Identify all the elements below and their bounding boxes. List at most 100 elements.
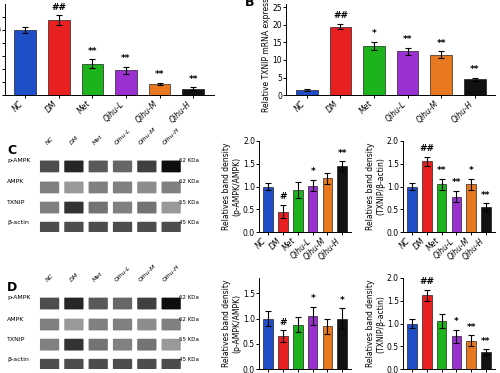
Bar [296,90,318,95]
Text: *: * [340,296,344,305]
FancyBboxPatch shape [64,359,84,371]
Text: TXNIP: TXNIP [7,200,26,204]
Text: p-AMPK: p-AMPK [7,159,30,163]
Bar [14,30,36,95]
FancyBboxPatch shape [88,298,108,310]
Bar [436,321,446,369]
Text: **: ** [470,65,480,74]
Text: 62 KDa: 62 KDa [180,317,200,322]
Text: **: ** [403,35,412,44]
Text: B: B [245,0,254,9]
Text: 62 KDa: 62 KDa [180,179,200,184]
Bar [466,341,476,369]
FancyBboxPatch shape [64,202,84,213]
Bar [322,326,332,369]
Text: β-actin: β-actin [7,220,29,225]
Text: β-actin: β-actin [7,357,29,362]
Bar [278,211,288,232]
Bar [481,352,491,369]
Text: ##: ## [333,11,348,20]
FancyBboxPatch shape [162,339,181,351]
Text: Qihu-L: Qihu-L [114,128,132,145]
FancyBboxPatch shape [88,359,108,371]
FancyBboxPatch shape [137,359,156,371]
Bar [452,197,461,232]
FancyBboxPatch shape [40,339,59,351]
Text: TXNIP: TXNIP [7,336,26,342]
FancyBboxPatch shape [162,182,181,193]
FancyBboxPatch shape [40,182,59,193]
Text: Met: Met [92,134,104,145]
FancyBboxPatch shape [162,298,181,310]
Text: **: ** [188,75,198,84]
FancyBboxPatch shape [113,339,132,351]
FancyBboxPatch shape [113,319,132,330]
Bar [48,20,70,95]
Bar [182,89,204,95]
Text: 55 KDa: 55 KDa [180,200,200,204]
Text: 45 KDa: 45 KDa [180,220,200,225]
FancyBboxPatch shape [88,222,108,233]
Bar [436,184,446,232]
Text: Qihu-M: Qihu-M [137,126,156,145]
Text: #: # [280,317,287,326]
Bar [407,324,416,369]
Bar [338,166,347,232]
FancyBboxPatch shape [88,319,108,330]
Text: **: ** [452,178,461,187]
Bar [422,295,432,369]
Text: ##: ## [419,277,434,286]
Bar [322,178,332,232]
Bar [407,186,416,232]
Bar [148,84,171,95]
FancyBboxPatch shape [113,160,132,172]
FancyBboxPatch shape [40,202,59,213]
Bar [308,186,318,232]
Bar [396,51,418,95]
Text: 45 KDa: 45 KDa [180,357,200,362]
Text: ##: ## [52,3,66,12]
FancyBboxPatch shape [64,339,84,351]
FancyBboxPatch shape [137,298,156,310]
FancyBboxPatch shape [137,222,156,233]
FancyBboxPatch shape [137,182,156,193]
Text: ##: ## [419,144,434,153]
Bar [481,207,491,232]
FancyBboxPatch shape [113,298,132,310]
FancyBboxPatch shape [162,160,181,172]
Text: Met: Met [92,270,104,282]
Text: Qihu-H: Qihu-H [162,126,180,145]
FancyBboxPatch shape [88,160,108,172]
Text: NC: NC [44,273,54,282]
FancyBboxPatch shape [162,359,181,371]
Text: *: * [469,166,474,175]
Text: **: ** [338,149,347,158]
Y-axis label: Relatives band density
(TXNIP/β-actin): Relatives band density (TXNIP/β-actin) [366,143,385,230]
FancyBboxPatch shape [64,222,84,233]
Text: p-AMPK: p-AMPK [7,295,30,301]
FancyBboxPatch shape [137,202,156,213]
Bar [264,186,273,232]
Bar [82,64,104,95]
FancyBboxPatch shape [64,182,84,193]
Y-axis label: Relative TXNIP mRNA expression: Relative TXNIP mRNA expression [262,0,272,112]
Bar [422,162,432,232]
Bar [466,184,476,232]
Bar [308,316,318,369]
FancyBboxPatch shape [162,319,181,330]
Text: *: * [454,317,458,326]
FancyBboxPatch shape [64,160,84,172]
Bar [338,319,347,369]
FancyBboxPatch shape [162,202,181,213]
Text: AMPK: AMPK [7,179,24,184]
Bar [278,336,288,369]
FancyBboxPatch shape [113,202,132,213]
Bar [464,79,485,95]
FancyBboxPatch shape [162,222,181,233]
Text: **: ** [155,70,164,79]
Text: **: ** [436,38,446,47]
FancyBboxPatch shape [40,319,59,330]
Text: **: ** [481,336,490,345]
Text: Qihu-L: Qihu-L [114,264,132,282]
Text: D: D [7,280,18,294]
